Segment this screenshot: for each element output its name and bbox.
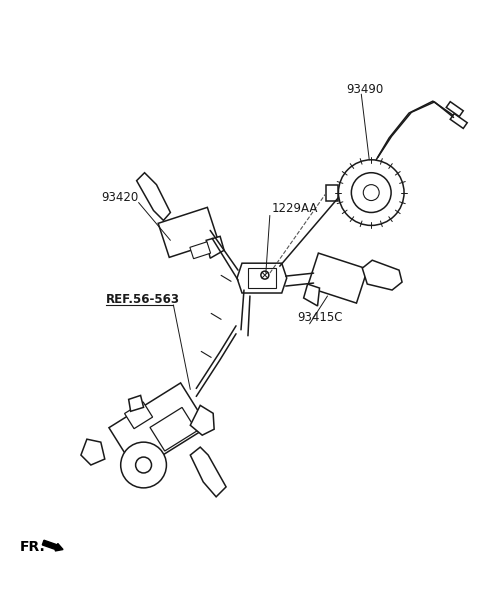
Circle shape [136, 457, 152, 473]
Circle shape [120, 442, 167, 488]
Text: FR.: FR. [19, 539, 45, 553]
Polygon shape [307, 253, 368, 303]
FancyArrow shape [42, 540, 63, 551]
Circle shape [351, 173, 391, 212]
Polygon shape [206, 237, 224, 258]
Polygon shape [129, 395, 144, 411]
Polygon shape [450, 114, 467, 129]
Polygon shape [190, 447, 226, 497]
Polygon shape [326, 185, 338, 201]
Polygon shape [237, 263, 287, 293]
Polygon shape [248, 268, 276, 288]
Polygon shape [190, 405, 214, 435]
Circle shape [261, 271, 269, 279]
Polygon shape [304, 284, 320, 306]
Polygon shape [81, 439, 105, 465]
Text: 93420: 93420 [101, 191, 138, 204]
Polygon shape [190, 242, 211, 258]
Polygon shape [137, 173, 170, 221]
Circle shape [363, 185, 379, 201]
Polygon shape [125, 402, 153, 429]
Text: 93415C: 93415C [298, 312, 343, 325]
Polygon shape [158, 207, 218, 257]
Text: 1229AA: 1229AA [272, 202, 318, 215]
Circle shape [338, 160, 404, 225]
Polygon shape [150, 408, 197, 451]
Polygon shape [362, 260, 402, 290]
Text: REF.56-563: REF.56-563 [106, 293, 180, 306]
Polygon shape [446, 101, 463, 116]
Text: 93490: 93490 [347, 83, 384, 96]
Polygon shape [109, 383, 208, 471]
